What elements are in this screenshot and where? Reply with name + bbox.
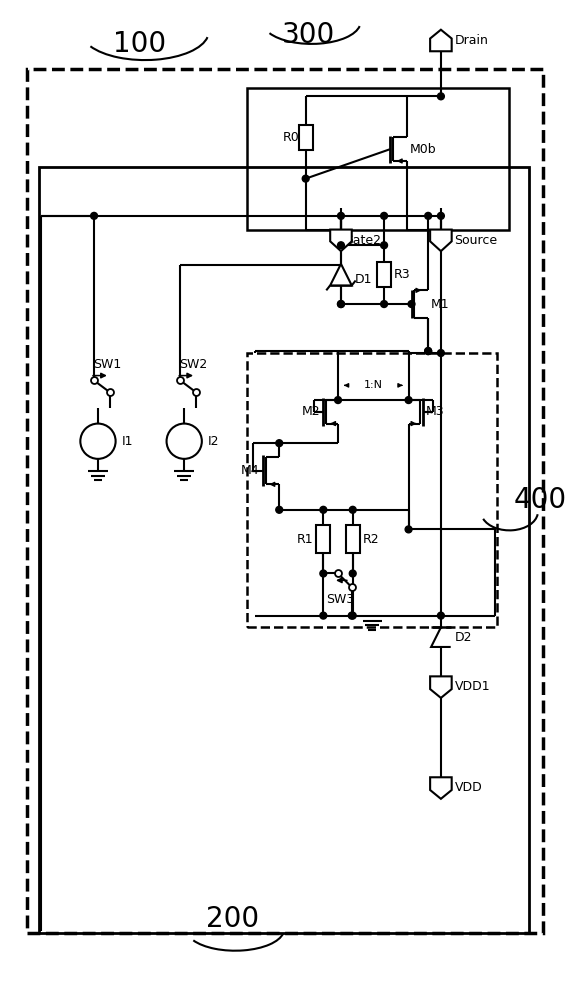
Text: SW3: SW3 bbox=[326, 593, 354, 606]
Polygon shape bbox=[430, 230, 452, 251]
Circle shape bbox=[166, 424, 202, 459]
Text: SW1: SW1 bbox=[93, 358, 122, 371]
Circle shape bbox=[320, 570, 327, 577]
Bar bbox=[299, 125, 313, 150]
Circle shape bbox=[408, 301, 415, 307]
Circle shape bbox=[276, 506, 283, 513]
Text: VDD1: VDD1 bbox=[454, 680, 490, 693]
Circle shape bbox=[425, 348, 431, 355]
Text: M3: M3 bbox=[426, 405, 445, 418]
Circle shape bbox=[338, 301, 344, 307]
Circle shape bbox=[349, 506, 356, 513]
Text: R1: R1 bbox=[297, 533, 313, 546]
Circle shape bbox=[338, 242, 344, 249]
Text: 100: 100 bbox=[113, 30, 166, 58]
Text: Drain: Drain bbox=[454, 34, 488, 47]
Bar bbox=[28, 69, 543, 933]
Text: M4: M4 bbox=[241, 464, 260, 477]
Text: I2: I2 bbox=[208, 435, 219, 448]
Text: D1: D1 bbox=[355, 273, 372, 286]
Text: 200: 200 bbox=[206, 905, 259, 933]
Circle shape bbox=[438, 93, 444, 100]
Circle shape bbox=[349, 612, 356, 619]
Text: R2: R2 bbox=[362, 533, 379, 546]
Circle shape bbox=[438, 350, 444, 356]
Text: M2: M2 bbox=[302, 405, 320, 418]
Circle shape bbox=[335, 397, 342, 403]
Circle shape bbox=[80, 424, 116, 459]
Polygon shape bbox=[330, 230, 352, 251]
Text: M1: M1 bbox=[431, 298, 450, 311]
Circle shape bbox=[405, 397, 412, 403]
Bar bbox=[247, 88, 510, 230]
Bar bbox=[346, 525, 359, 553]
Text: Gate2: Gate2 bbox=[343, 234, 381, 247]
Circle shape bbox=[302, 175, 309, 182]
Bar bbox=[39, 167, 529, 933]
Circle shape bbox=[90, 212, 97, 219]
Text: 400: 400 bbox=[513, 486, 567, 514]
Circle shape bbox=[405, 526, 412, 533]
Text: 1:N: 1:N bbox=[364, 380, 383, 390]
Circle shape bbox=[381, 212, 388, 219]
Text: I1: I1 bbox=[122, 435, 133, 448]
Polygon shape bbox=[430, 30, 452, 51]
Bar bbox=[316, 525, 330, 553]
Circle shape bbox=[338, 301, 344, 307]
Text: Source: Source bbox=[454, 234, 498, 247]
Text: 300: 300 bbox=[282, 21, 335, 49]
Polygon shape bbox=[430, 676, 452, 698]
Circle shape bbox=[320, 506, 327, 513]
Bar bbox=[247, 353, 497, 627]
Polygon shape bbox=[330, 264, 352, 285]
Circle shape bbox=[438, 612, 444, 619]
Circle shape bbox=[381, 301, 388, 307]
Circle shape bbox=[349, 570, 356, 577]
Circle shape bbox=[425, 212, 431, 219]
Text: VDD: VDD bbox=[454, 781, 482, 794]
Circle shape bbox=[348, 612, 355, 619]
Bar bbox=[377, 262, 391, 287]
Circle shape bbox=[381, 242, 388, 249]
Text: SW2: SW2 bbox=[179, 358, 207, 371]
Circle shape bbox=[320, 612, 327, 619]
Circle shape bbox=[276, 440, 283, 447]
Text: M0b: M0b bbox=[410, 143, 436, 156]
Polygon shape bbox=[430, 777, 452, 799]
Circle shape bbox=[425, 348, 431, 355]
Text: R3: R3 bbox=[394, 268, 411, 281]
Circle shape bbox=[338, 212, 344, 219]
Text: D2: D2 bbox=[454, 631, 472, 644]
Circle shape bbox=[438, 212, 444, 219]
Text: R0: R0 bbox=[283, 131, 300, 144]
